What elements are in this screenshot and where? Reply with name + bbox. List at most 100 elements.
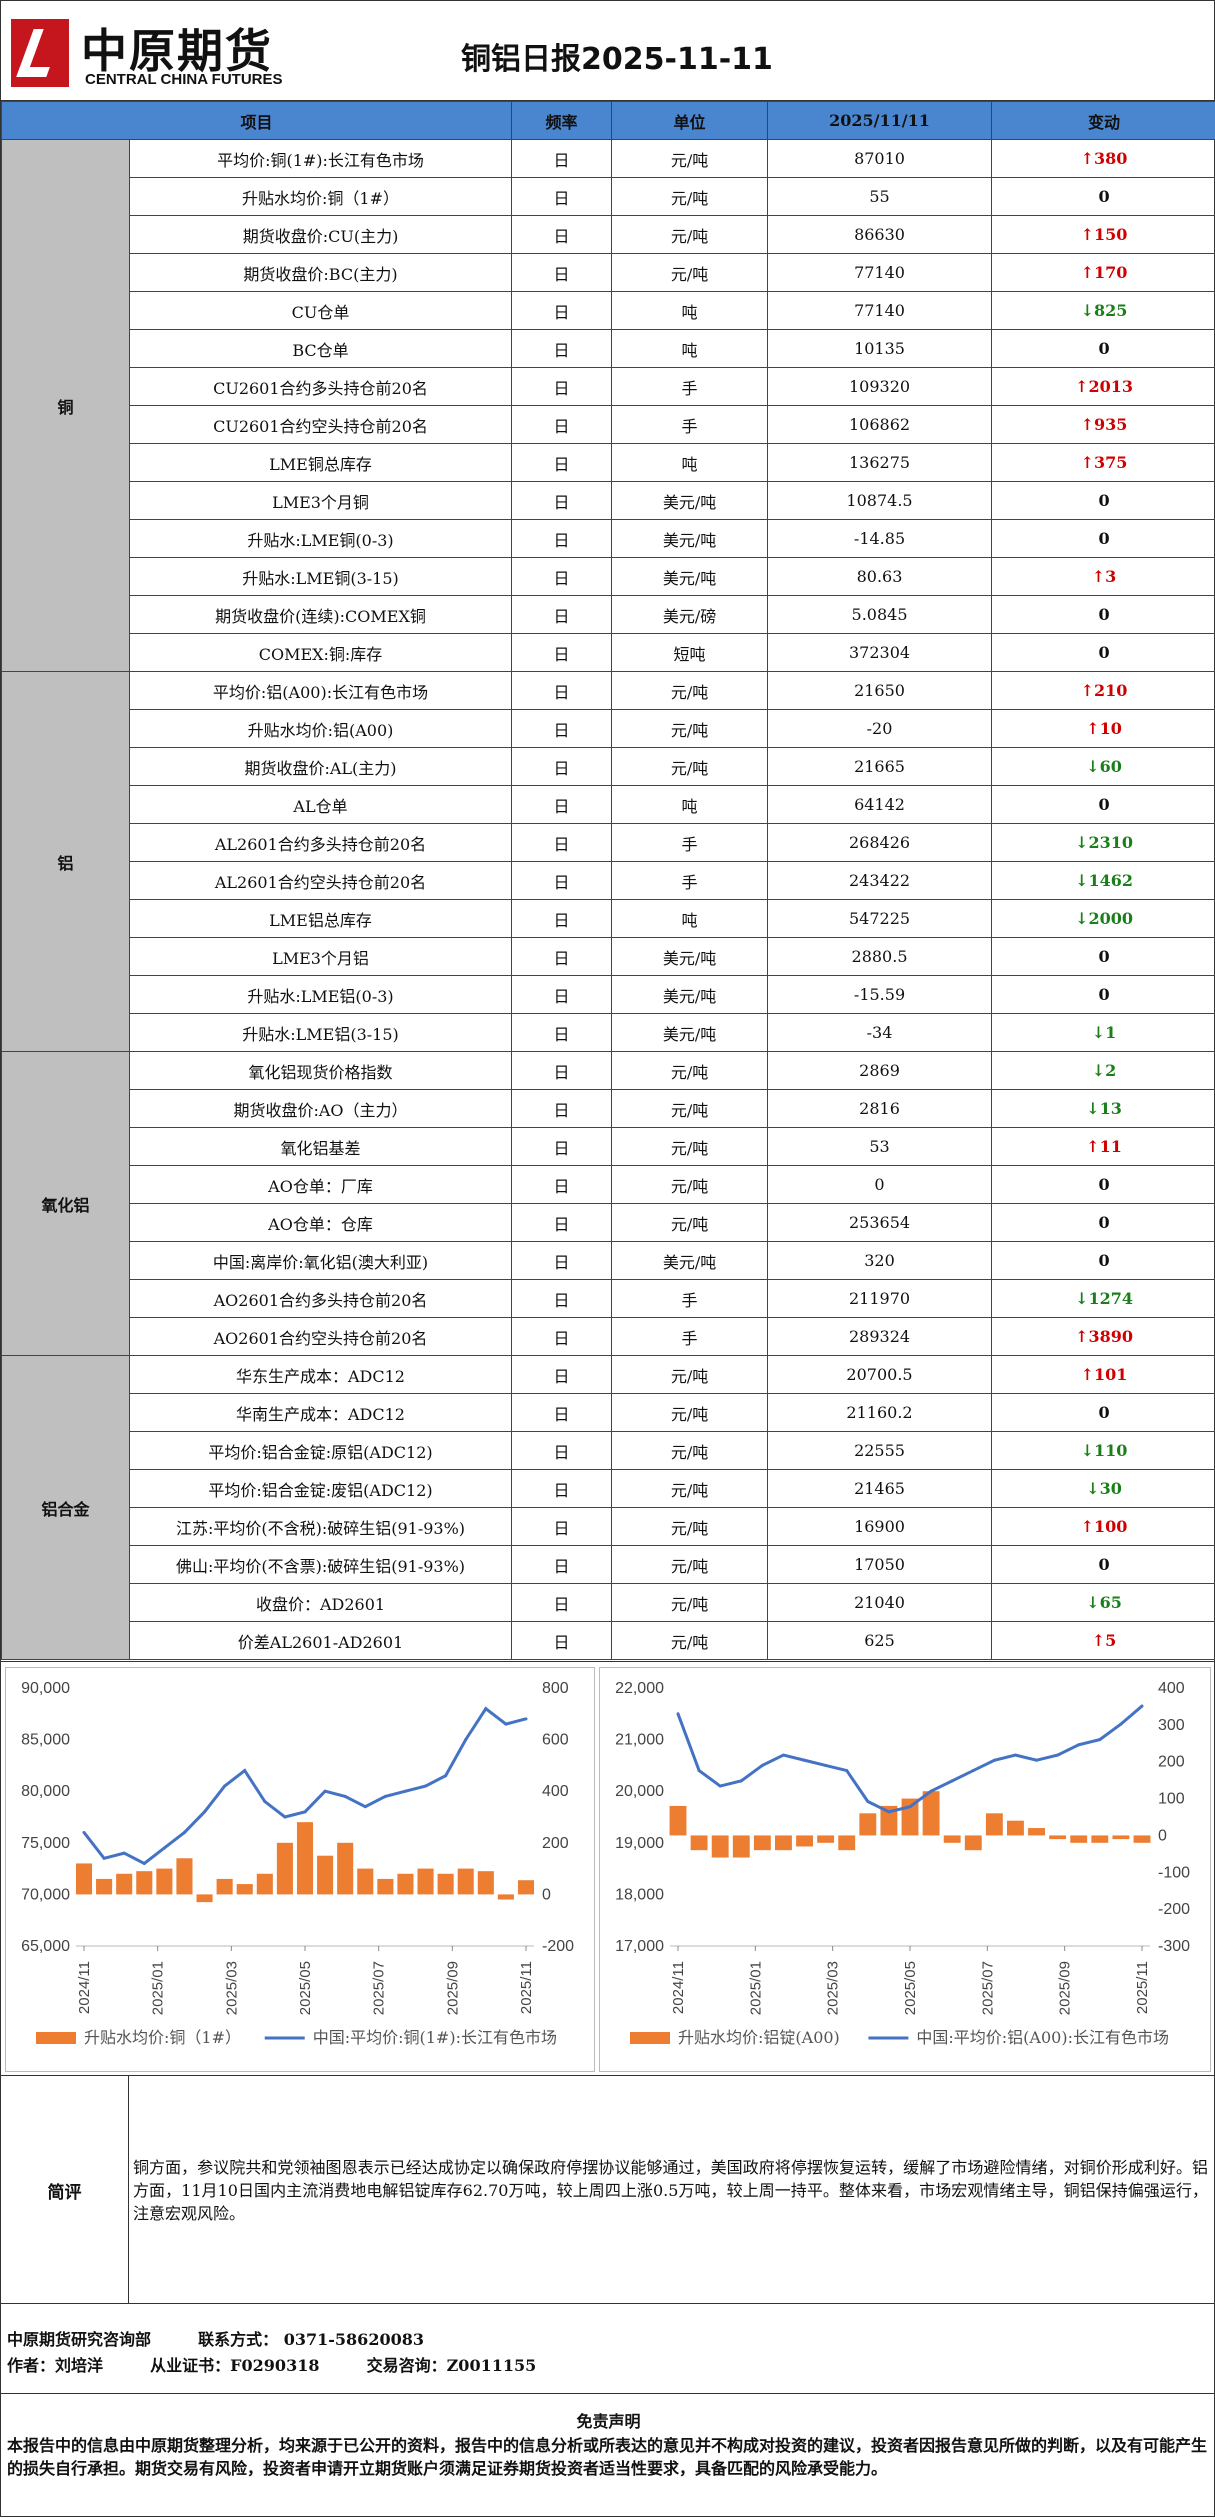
- footer-author: 作者：刘培洋: [7, 2356, 103, 2375]
- premium-bar: [1091, 1835, 1108, 1842]
- change-cell: 0: [992, 482, 1215, 520]
- unit-cell: 短吨: [612, 634, 768, 672]
- premium-bar: [1112, 1835, 1129, 1839]
- value-cell: 20700.5: [768, 1356, 992, 1394]
- premium-bar: [257, 1874, 273, 1895]
- unit-cell: 元/吨: [612, 1546, 768, 1584]
- unit-cell: 吨: [612, 786, 768, 824]
- value-cell: 547225: [768, 900, 992, 938]
- premium-bar: [1007, 1821, 1024, 1836]
- value-cell: 21465: [768, 1470, 992, 1508]
- price-point: [740, 1779, 743, 1782]
- frequency-cell: 日: [512, 1584, 612, 1622]
- footer-dept: 中原期货研究咨询部: [7, 2330, 151, 2349]
- y2-tick-label: 0: [1158, 1827, 1167, 1844]
- premium-bar: [317, 1856, 333, 1895]
- unit-cell: 吨: [612, 292, 768, 330]
- change-cell: ↑101: [992, 1356, 1215, 1394]
- price-point: [677, 1712, 680, 1715]
- premium-bar: [297, 1822, 313, 1894]
- premium-bar: [986, 1813, 1003, 1835]
- col-header-item: 项目: [2, 102, 512, 140]
- premium-bar: [478, 1871, 494, 1894]
- value-cell: 10874.5: [768, 482, 992, 520]
- price-point: [384, 1795, 387, 1798]
- premium-bar: [944, 1835, 961, 1842]
- frequency-cell: 日: [512, 1280, 612, 1318]
- change-cell: 0: [992, 1204, 1215, 1242]
- value-cell: 64142: [768, 786, 992, 824]
- price-point: [1119, 1723, 1122, 1726]
- frequency-cell: 日: [512, 1242, 612, 1280]
- legend-bar-label: 升贴水均价:铝锭(A00): [678, 2028, 840, 2047]
- price-point: [1141, 1705, 1144, 1708]
- price-point: [223, 1785, 226, 1788]
- price-point: [803, 1759, 806, 1762]
- value-cell: 289324: [768, 1318, 992, 1356]
- unit-cell: 元/吨: [612, 1432, 768, 1470]
- col-header-change: 变动: [992, 102, 1215, 140]
- price-point: [103, 1857, 106, 1860]
- premium-bar: [838, 1835, 855, 1850]
- col-header-frequency: 频率: [512, 102, 612, 140]
- item-cell: CU2601合约多头持仓前20名: [130, 368, 512, 406]
- premium-bar: [357, 1869, 373, 1895]
- unit-cell: 元/吨: [612, 216, 768, 254]
- change-cell: 0: [992, 634, 1215, 672]
- change-cell: ↑2013: [992, 368, 1215, 406]
- unit-cell: 元/吨: [612, 1470, 768, 1508]
- unit-cell: 美元/吨: [612, 938, 768, 976]
- change-cell: ↑3: [992, 558, 1215, 596]
- item-cell: CU仓单: [130, 292, 512, 330]
- frequency-cell: 日: [512, 1470, 612, 1508]
- disclaimer-title: 免责声明: [1, 2408, 1215, 2432]
- premium-bar: [796, 1835, 813, 1846]
- unit-cell: 元/吨: [612, 1394, 768, 1432]
- item-cell: AL2601合约空头持仓前20名: [130, 862, 512, 900]
- price-point: [424, 1785, 427, 1788]
- item-cell: 升贴水:LME铜(0-3): [130, 520, 512, 558]
- x-tick-label: 2025/01: [150, 1961, 167, 2015]
- y2-tick-label: 800: [542, 1680, 569, 1697]
- y-tick-label: 70,000: [21, 1886, 70, 1903]
- unit-cell: 美元/吨: [612, 558, 768, 596]
- item-cell: 价差AL2601-AD2601: [130, 1622, 512, 1660]
- unit-cell: 元/吨: [612, 1166, 768, 1204]
- premium-bar: [176, 1858, 192, 1894]
- item-cell: LME铜总库存: [130, 444, 512, 482]
- change-cell: ↑100: [992, 1508, 1215, 1546]
- y2-tick-label: 0: [542, 1886, 551, 1903]
- frequency-cell: 日: [512, 1318, 612, 1356]
- item-cell: 江苏:平均价(不含税):破碎生铝(91-93%): [130, 1508, 512, 1546]
- x-tick-label: 2025/07: [371, 1961, 388, 2015]
- value-cell: 21665: [768, 748, 992, 786]
- value-cell: 80.63: [768, 558, 992, 596]
- premium-bar: [458, 1869, 474, 1895]
- frequency-cell: 日: [512, 368, 612, 406]
- price-point: [123, 1852, 126, 1855]
- item-cell: 平均价:铝合金锭:废铝(ADC12): [130, 1470, 512, 1508]
- footer-consult: 交易咨询：Z0011155: [367, 2356, 537, 2375]
- price-point: [887, 1810, 890, 1813]
- value-cell: 22555: [768, 1432, 992, 1470]
- item-cell: AL2601合约多头持仓前20名: [130, 824, 512, 862]
- item-cell: 升贴水均价:铜（1#）: [130, 178, 512, 216]
- frequency-cell: 日: [512, 216, 612, 254]
- x-tick-label: 2024/11: [670, 1961, 687, 2014]
- value-cell: 17050: [768, 1546, 992, 1584]
- unit-cell: 手: [612, 368, 768, 406]
- y2-tick-label: 400: [1158, 1680, 1185, 1697]
- frequency-cell: 日: [512, 1166, 612, 1204]
- item-cell: CU2601合约空头持仓前20名: [130, 406, 512, 444]
- price-point: [951, 1779, 954, 1782]
- price-point: [525, 1717, 528, 1720]
- price-point: [243, 1769, 246, 1772]
- legend-bar-swatch: [630, 2032, 670, 2044]
